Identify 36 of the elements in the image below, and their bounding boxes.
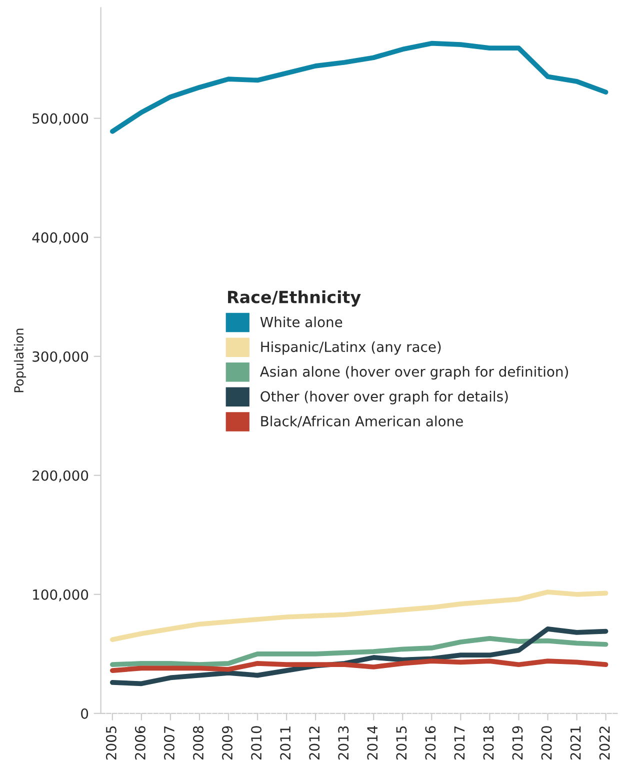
y-tick-label: 300,000: [32, 351, 88, 364]
x-tick-label: 2007: [164, 726, 174, 760]
line-series: [110, 590, 608, 642]
x-tick-label: 2014: [367, 726, 378, 760]
y-axis-title: Population: [14, 328, 26, 392]
line-series: [110, 636, 608, 668]
y-tick-label: 200,000: [32, 470, 88, 482]
x-tick-label: 2008: [193, 726, 204, 760]
legend-title: Race/Ethnicity: [228, 290, 361, 307]
x-tick-label: 2012: [309, 726, 320, 760]
x-tick-label: 2010: [251, 726, 262, 760]
legend-label: Black/African American alone: [261, 416, 463, 428]
x-tick-label: 2020: [541, 726, 552, 760]
x-tick-label: 2015: [396, 726, 407, 760]
x-tick-label: 2013: [338, 726, 349, 760]
legend-label: Asian alone (hover over graph for definition): [260, 366, 568, 380]
x-tick-label: 2011: [280, 726, 291, 760]
legend-label: Other (hover over graph for details): [260, 390, 508, 404]
x-tick-label: 2005: [106, 726, 116, 760]
legend-label: Hispanic/Latinx (any race): [261, 341, 441, 355]
x-tick-label: 2018: [483, 726, 494, 760]
x-tick-label: 2021: [570, 726, 581, 760]
x-tick-label: 2017: [454, 726, 465, 760]
x-tick-label: 2022: [599, 726, 610, 760]
y-tick-label: 500,000: [32, 113, 88, 126]
x-tick-label: 2009: [222, 726, 233, 760]
y-tick-label: 0: [81, 708, 88, 719]
line-series: [110, 626, 608, 686]
legend-label: White alone: [260, 316, 342, 328]
y-tick-label: 400,000: [32, 232, 88, 244]
y-tick-label: 100,000: [33, 589, 88, 602]
x-tick-label: 2006: [134, 726, 146, 760]
x-tick-label: 2019: [512, 726, 523, 760]
x-tick-label: 2016: [425, 726, 436, 760]
line-series: [110, 40, 608, 134]
line-series: [110, 658, 608, 673]
